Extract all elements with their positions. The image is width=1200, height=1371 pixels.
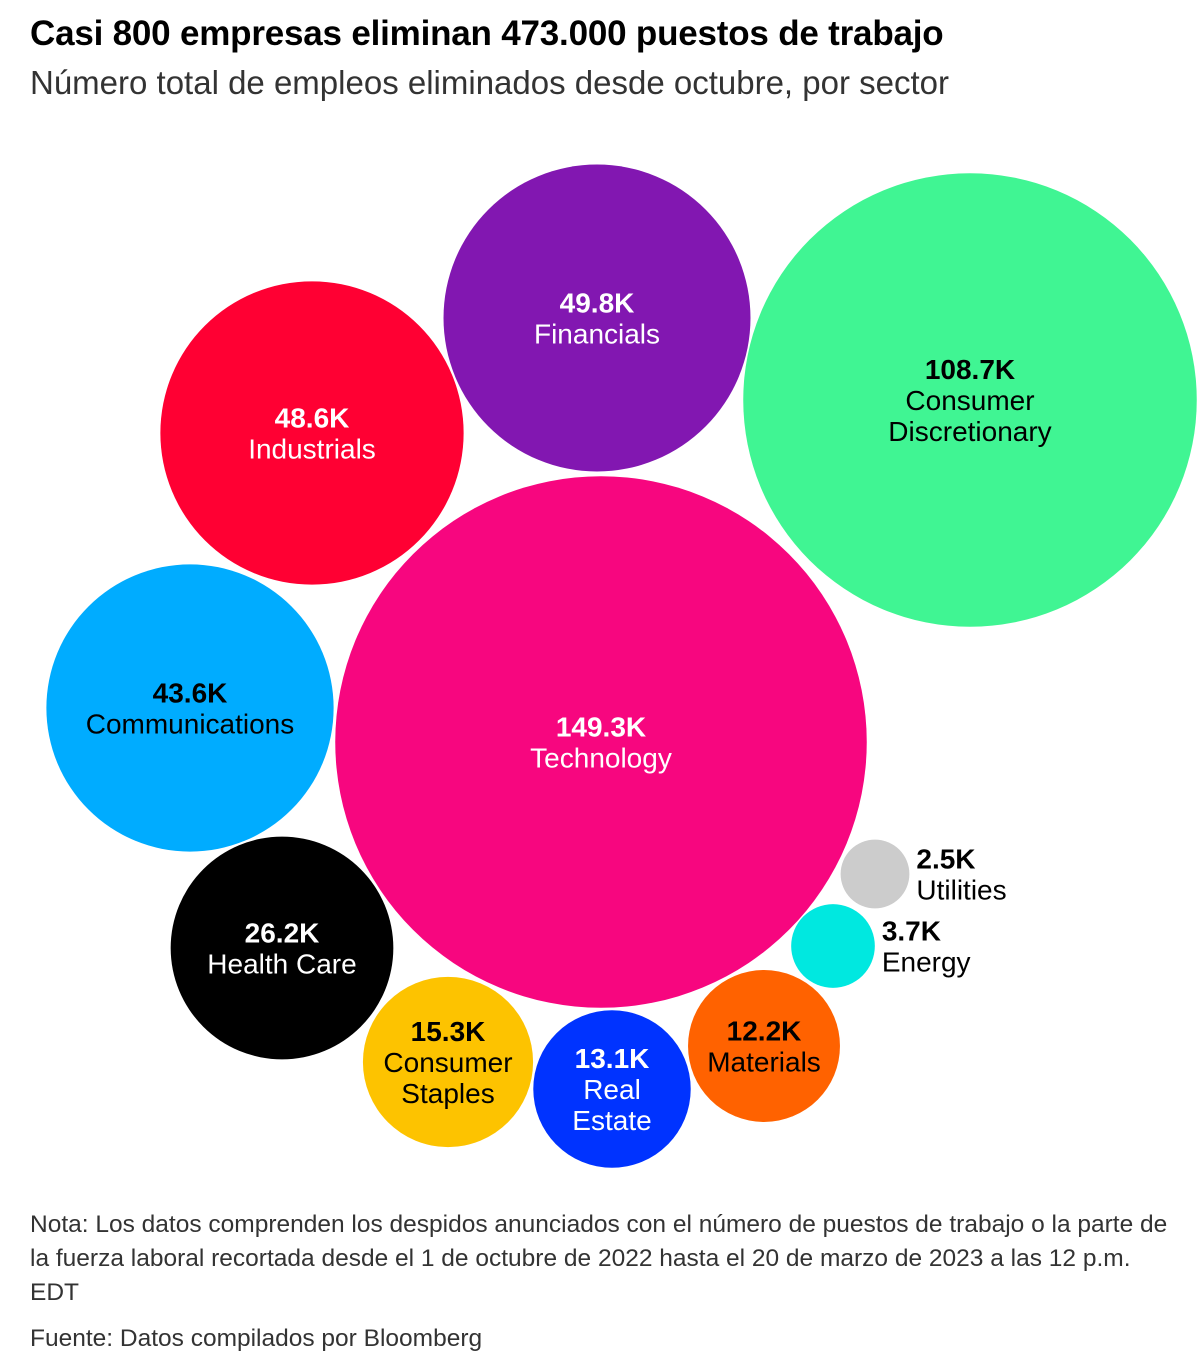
bubble-health-care (170, 836, 394, 1060)
chart-subtitle: Número total de empleos eliminados desde… (30, 64, 949, 101)
data-label-real-estate: 13.1K Real Estate (572, 1043, 651, 1136)
chart-source: Fuente: Datos compilados por Bloomberg (30, 1325, 483, 1352)
bubble-consumer-staples (362, 976, 534, 1148)
bubble-industrials (160, 281, 464, 585)
data-label-communications: 43.6K Communications (86, 678, 295, 740)
data-label-industrials: 48.6K Industrials (248, 403, 376, 465)
bubble-materials (688, 970, 840, 1122)
bubble-utilities (840, 839, 910, 909)
data-label-consumer-staples: 15.3K Consumer Staples (383, 1016, 512, 1109)
data-label-financials: 49.8K Financials (534, 288, 660, 350)
data-label-materials: 12.2K Materials (707, 1016, 821, 1078)
data-label-health-care: 26.2K Health Care (207, 918, 356, 980)
data-label-technology: 149.3K Technology (530, 712, 672, 774)
bubble-consumer-discretionary (743, 173, 1197, 627)
bubble-financials (443, 164, 751, 472)
bubble-communications (46, 564, 334, 852)
data-label-energy: 3.7K Energy (882, 916, 971, 978)
bubble-technology (335, 476, 867, 1008)
data-label-utilities: 2.5K Utilities (916, 844, 1006, 906)
data-label-consumer-discretionary: 108.7K Consumer Discretionary (888, 354, 1051, 447)
bubble-energy (791, 904, 875, 988)
bubble-chart: 149.3K Technology 108.7K Consumer Discretion… (46, 164, 1197, 1168)
chart-note: Nota: Los datos comprenden los despidos … (30, 1211, 1168, 1306)
bubble-real-estate (533, 1010, 691, 1168)
chart-title: Casi 800 empresas eliminan 473.000 puest… (30, 14, 944, 53)
